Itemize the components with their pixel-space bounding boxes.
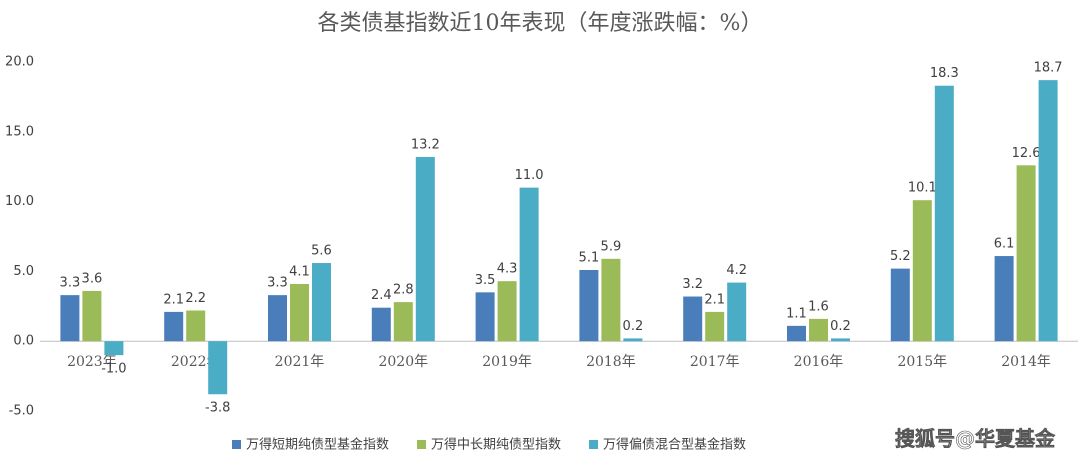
bar	[208, 341, 228, 395]
x-tick-label: 2017年	[690, 354, 740, 370]
bar	[994, 256, 1014, 342]
legend-label: 万得偏债混合型基金指数	[603, 437, 746, 453]
bar	[415, 156, 435, 342]
legend-swatch	[589, 440, 599, 449]
value-label: 5.9	[601, 239, 622, 254]
y-tick-label: 5.0	[13, 264, 34, 279]
legend-label: 万得短期纯债型基金指数	[246, 437, 389, 453]
bar	[623, 338, 643, 342]
watermark: 搜狐号@华夏基金	[895, 427, 1056, 451]
x-tick-label: 2022年	[171, 354, 221, 370]
bar	[912, 200, 932, 342]
bar	[371, 307, 391, 342]
value-label: 2.4	[371, 288, 392, 303]
value-label: 5.6	[311, 244, 332, 259]
value-label: 12.6	[1012, 146, 1041, 161]
y-tick-label: 0.0	[13, 334, 34, 349]
bar	[164, 311, 184, 342]
x-tick-label: 2016年	[794, 354, 844, 370]
value-label: 0.2	[830, 319, 851, 334]
value-label: 4.3	[497, 262, 518, 277]
value-label: 3.3	[267, 276, 288, 291]
x-tick-label: 2015年	[897, 354, 947, 370]
y-tick-label: -5.0	[9, 404, 34, 419]
bar	[312, 263, 331, 342]
bar	[890, 268, 910, 342]
value-label: 6.1	[994, 237, 1015, 252]
bar	[579, 270, 599, 342]
bar	[475, 292, 495, 342]
bar	[268, 295, 287, 342]
bar	[601, 258, 621, 342]
value-label: 2.1	[163, 292, 184, 307]
value-label: 4.2	[726, 263, 747, 278]
bar	[787, 325, 806, 342]
value-label: 2.1	[704, 292, 725, 307]
value-label: 11.0	[515, 168, 544, 183]
bar	[705, 311, 725, 342]
bar	[809, 318, 828, 342]
value-label: 2.2	[185, 291, 206, 306]
value-label: -3.8	[205, 401, 230, 416]
value-label: 18.7	[1034, 61, 1063, 76]
x-tick-label: 2018年	[586, 354, 636, 370]
value-label: 3.2	[682, 277, 703, 292]
value-label: 0.2	[623, 319, 644, 334]
bar	[519, 187, 539, 342]
y-tick-label: 20.0	[5, 55, 34, 70]
value-label: -1.0	[101, 362, 126, 377]
bar	[186, 310, 206, 342]
bar	[290, 283, 309, 342]
bar	[934, 85, 954, 342]
legend-label: 万得中长期纯债型指数	[431, 437, 561, 453]
bar	[393, 302, 413, 342]
bar	[683, 296, 703, 342]
value-label: 1.1	[786, 306, 807, 321]
y-tick-label: 10.0	[5, 194, 34, 209]
value-label: 1.6	[808, 299, 829, 314]
value-label: 3.5	[475, 273, 496, 288]
x-tick-label: 2014年	[1001, 354, 1051, 370]
y-tick-label: 15.0	[5, 124, 34, 139]
value-label: 3.6	[82, 271, 103, 286]
value-label: 5.1	[579, 251, 600, 266]
value-label: 5.2	[890, 249, 911, 264]
value-label: 2.8	[393, 283, 414, 298]
x-tick-label: 2021年	[275, 354, 325, 370]
bar	[60, 295, 80, 342]
bar	[727, 282, 747, 342]
bar	[1038, 80, 1058, 342]
x-tick-label: 2020年	[378, 354, 428, 370]
x-tick-label: 2023年	[67, 354, 117, 370]
chart-title: 各类债基指数近10年表现（年度涨跌幅：%）	[318, 11, 763, 36]
value-label: 4.1	[289, 264, 310, 279]
bar	[497, 281, 517, 342]
legend-swatch	[232, 440, 241, 449]
legend-swatch	[417, 440, 427, 449]
value-label: 3.3	[60, 276, 81, 291]
bar	[82, 290, 102, 342]
value-label: 18.3	[930, 66, 959, 81]
bar	[104, 341, 124, 356]
x-tick-label: 2019年	[482, 354, 532, 370]
value-label: 13.2	[411, 137, 440, 152]
value-label: 10.1	[908, 181, 937, 196]
bar	[831, 338, 850, 342]
bar	[1016, 165, 1036, 342]
